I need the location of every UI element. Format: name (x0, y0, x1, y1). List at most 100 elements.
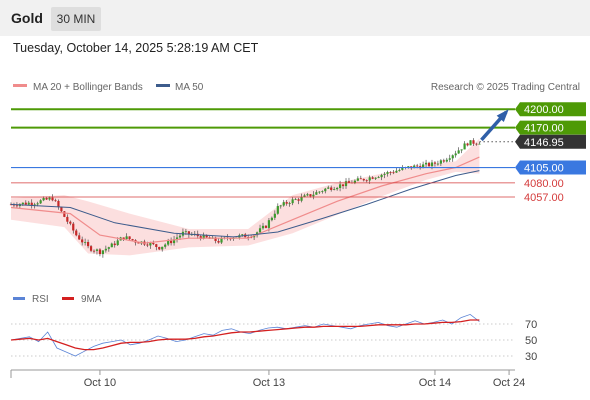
bollinger-bands (11, 138, 480, 256)
candle-body (460, 149, 463, 151)
candle-body (89, 246, 93, 251)
candle-body (241, 234, 244, 236)
candle-body (454, 153, 457, 156)
candle-body (24, 202, 27, 205)
candle-body (27, 202, 30, 205)
candle-body (279, 205, 282, 207)
level-label: 4105.00 (524, 163, 564, 175)
candle-body (45, 198, 48, 200)
candle-body (51, 197, 54, 201)
candle-body (276, 206, 279, 214)
candle-body (33, 204, 36, 206)
candle-body (466, 143, 469, 146)
candle-body (113, 243, 116, 246)
candle-body (430, 162, 434, 167)
candle-body (395, 170, 398, 173)
candle-body (362, 178, 365, 181)
candle-body (172, 239, 176, 244)
candle-body (169, 240, 173, 244)
candle-body (401, 167, 404, 170)
rsi-tick-label: 70 (525, 319, 537, 331)
forecast-arrow-head (496, 109, 509, 122)
candle-body (15, 205, 19, 207)
rsi-tick-label: 30 (525, 351, 537, 363)
candle-body (78, 235, 81, 240)
candle-body (427, 162, 431, 167)
candle-body (220, 238, 223, 243)
candle-body (184, 231, 188, 233)
level-label: 4170.00 (524, 123, 564, 135)
candle-body (475, 143, 478, 145)
candle-body (324, 188, 327, 192)
rsi-legend-swatch (13, 297, 25, 300)
candle-body (161, 246, 164, 250)
price-levels: 4200.00 4170.00 4146.95 4105.00 4080.00 4057.… (11, 102, 586, 204)
x-tick-label: Oct 10 (84, 377, 116, 389)
level-label: 4200.00 (524, 104, 564, 116)
level-tag-current (515, 134, 586, 149)
top-bar: Gold 30 MIN (0, 0, 590, 36)
candle-body (131, 239, 134, 241)
candle-body (258, 228, 262, 233)
x-tick-label: Oct 14 (419, 377, 451, 389)
ma50-line (10, 170, 480, 238)
candle-body (270, 217, 273, 221)
candle-body (72, 223, 75, 231)
level-label: 4057.00 (524, 192, 564, 204)
level-label: 4146.95 (524, 137, 564, 149)
timeframe-button[interactable]: 30 MIN (51, 7, 101, 31)
candle-body (386, 172, 389, 174)
candle-body (261, 225, 265, 229)
credit-label: Research © 2025 Trading Central (431, 82, 580, 93)
candle-body (137, 242, 140, 244)
candle-body (413, 165, 416, 169)
ma50-legend-label: MA 50 (175, 82, 204, 93)
candle-body (122, 237, 125, 239)
rsi-ma-legend-label: 9MA (81, 294, 102, 305)
candle-body (92, 250, 96, 252)
candle-body (104, 248, 107, 251)
candle-body (86, 241, 90, 247)
candle-body (146, 244, 149, 246)
candle-body (288, 203, 291, 204)
candle-body (374, 177, 377, 179)
candle-body (69, 221, 72, 224)
ma50-legend-swatch (156, 84, 170, 87)
rsi-panel: 70 50 30 (10, 313, 537, 363)
level-tag-pivot (515, 160, 586, 175)
candle-body (229, 238, 232, 240)
candle-body (158, 246, 161, 250)
candle-body (407, 166, 410, 168)
candle-body (75, 230, 78, 236)
level-label: 4080.00 (524, 178, 564, 190)
candle-body (42, 198, 45, 201)
rsi-tick-label: 50 (525, 335, 537, 347)
candle-body (336, 187, 339, 190)
timestamp: Tuesday, October 14, 2025 5:28:19 AM CET (13, 41, 259, 55)
x-tick-label: Oct 13 (253, 377, 285, 389)
rsi-ma-line (10, 319, 480, 351)
candle-body (368, 177, 371, 181)
bollinger-band-fill (11, 138, 480, 256)
candle-body (125, 236, 128, 239)
candle-body (424, 162, 428, 165)
candle-body (297, 199, 300, 201)
candle-body (451, 155, 454, 159)
candle-body (264, 225, 268, 228)
candle-body (167, 240, 170, 245)
candle-body (250, 237, 253, 239)
candle-body (377, 177, 380, 178)
level-tag-resistance (515, 120, 586, 135)
candle-body (365, 180, 368, 182)
candle-body (416, 165, 419, 167)
candle-body (36, 203, 39, 205)
candle-body (312, 194, 315, 197)
candle-body (116, 240, 119, 246)
candle-body (285, 202, 288, 204)
candle-body (463, 143, 466, 150)
candle-body (341, 184, 345, 187)
candle-body (294, 199, 297, 201)
candle-body (187, 231, 190, 235)
candle-body (282, 202, 285, 206)
rsi-ma-legend-swatch (62, 297, 74, 300)
